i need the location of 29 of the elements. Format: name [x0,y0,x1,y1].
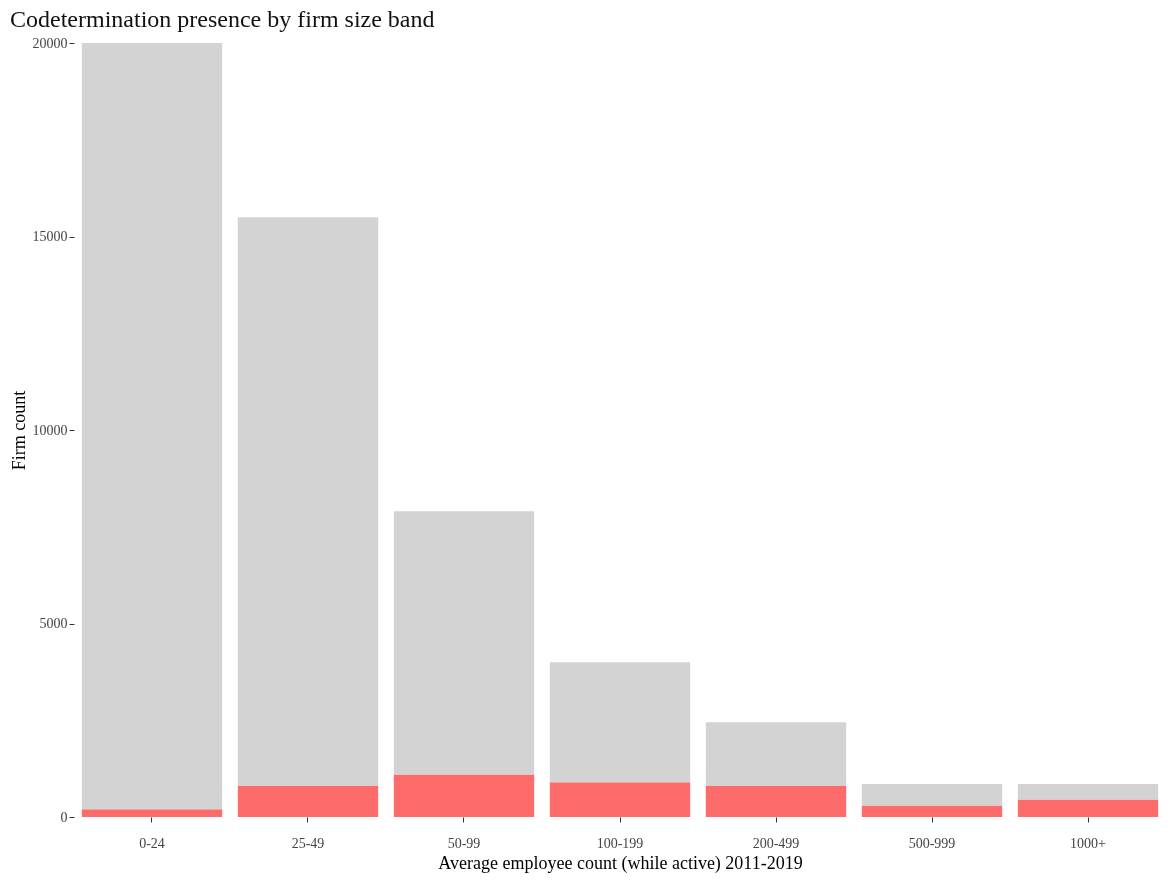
x-tick-label: 100-199 [596,835,644,851]
bar [393,774,535,817]
bar [393,511,535,775]
x-tick-label: 25-49 [291,835,325,851]
x-axis-title: Average employee count (while active) 2011-2019 [438,852,803,874]
bar [705,722,847,787]
bar [705,786,847,817]
bar [81,43,223,810]
y-tick-label: 15000 [32,229,68,244]
bar [1017,784,1159,800]
bar [549,662,691,783]
bar [1017,799,1159,817]
bar [861,805,1003,817]
x-tick-label: 1000+ [1070,835,1107,851]
x-tick-label: 200-499 [752,835,800,851]
x-tick-label: 50-99 [447,835,481,851]
bar [237,217,379,787]
y-tick-label: 5000 [39,616,68,631]
y-tick-label: 10000 [32,422,68,438]
chart-title: Codetermination presence by firm size band [10,6,435,32]
y-tick-label: 20000 [32,35,68,51]
bar [81,809,223,817]
x-tick-label: 500-999 [908,835,956,851]
y-axis-title: Firm count [8,390,29,471]
x-tick-label: 0-24 [139,835,165,851]
bar [237,786,379,817]
y-tick-label: 0 [60,809,68,825]
bar [549,782,691,817]
bar [861,784,1003,806]
